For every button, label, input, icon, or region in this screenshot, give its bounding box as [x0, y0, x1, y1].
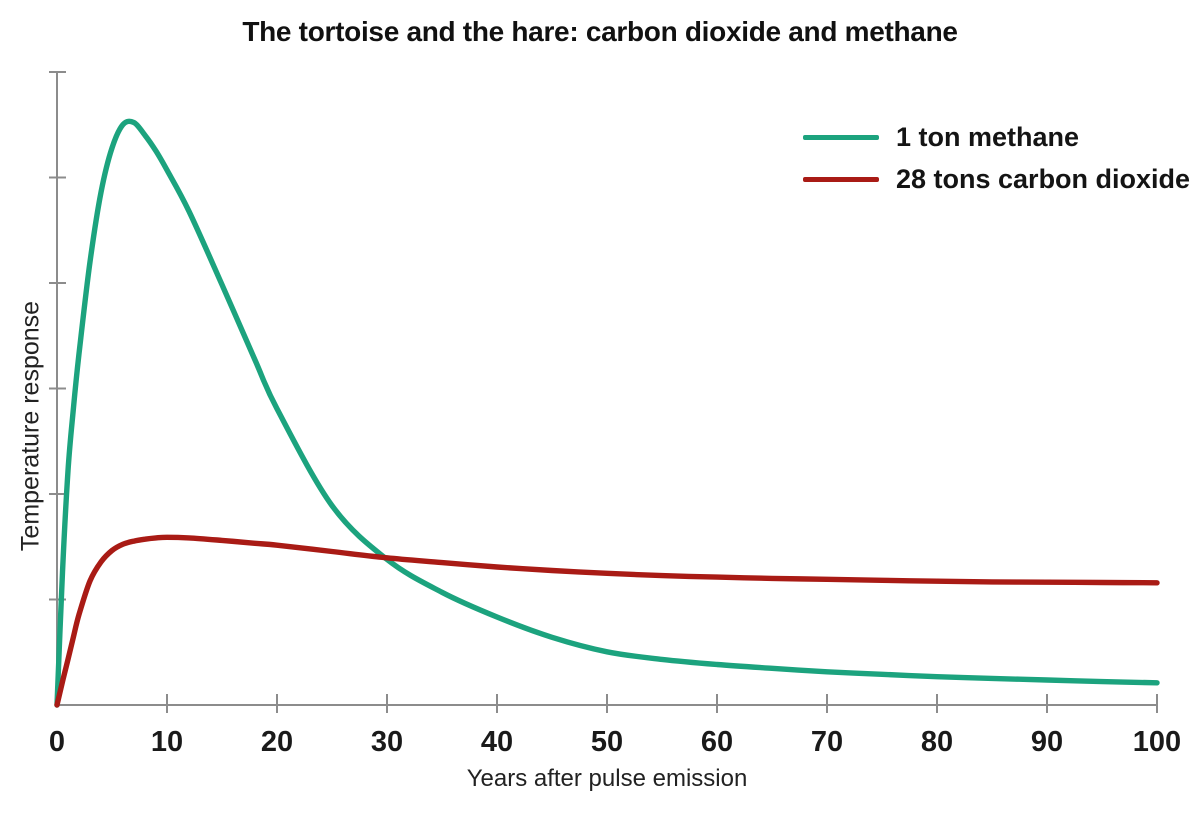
x-tick-label: 80 — [921, 726, 953, 758]
x-tick-label: 70 — [811, 726, 843, 758]
x-tick-label: 10 — [151, 726, 183, 758]
x-tick-label: 100 — [1133, 726, 1181, 758]
x-tick-label: 90 — [1031, 726, 1063, 758]
x-tick-label: 50 — [591, 726, 623, 758]
x-axis-title: Years after pulse emission — [466, 765, 748, 792]
legend-label-methane: 1 ton methane — [896, 121, 1080, 152]
co2-curve — [54, 534, 1160, 708]
legend-item-co2: 28 tons carbon dioxide — [803, 158, 1190, 200]
methane-line-swatch — [803, 134, 879, 140]
x-tick-label: 20 — [261, 726, 293, 758]
co2-line-swatch — [803, 176, 879, 182]
methane-curve — [54, 118, 1160, 708]
y-axis-title: Temperature response — [16, 300, 45, 552]
x-tick-label: 60 — [701, 726, 733, 758]
legend: 1 ton methane 28 tons carbon dioxide — [803, 116, 1190, 200]
x-tick-label: 40 — [481, 726, 513, 758]
x-tick-label: 30 — [371, 726, 403, 758]
chart-title: The tortoise and the hare: carbon dioxid… — [242, 16, 958, 47]
legend-label-co2: 28 tons carbon dioxide — [896, 163, 1191, 194]
x-tick-label: 0 — [49, 726, 65, 758]
legend-item-methane: 1 ton methane — [803, 116, 1190, 158]
